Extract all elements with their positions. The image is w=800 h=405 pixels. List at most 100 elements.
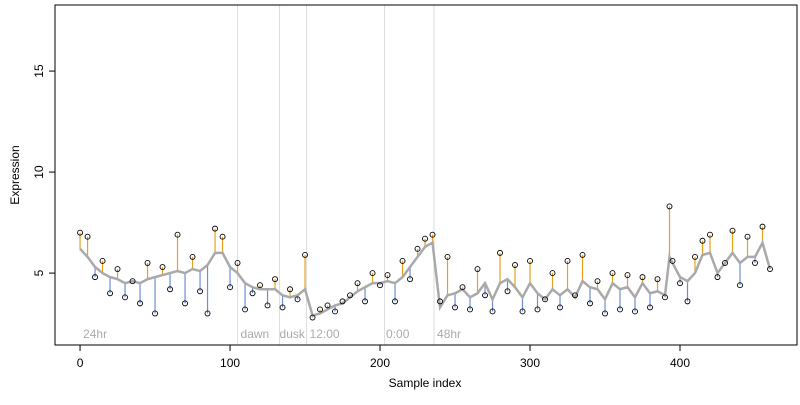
point [639, 274, 646, 281]
point [347, 292, 353, 299]
point [272, 276, 278, 283]
point [722, 260, 728, 266]
point [129, 278, 136, 285]
point [759, 223, 766, 230]
point [744, 233, 751, 240]
point [512, 262, 518, 268]
point [242, 306, 248, 313]
point [497, 249, 503, 256]
point [714, 274, 721, 281]
x-tick-label: 400 [670, 356, 690, 370]
point [579, 251, 586, 258]
point [137, 300, 143, 307]
point [752, 260, 758, 266]
point [729, 227, 736, 234]
point [699, 237, 706, 244]
x-tick-label: 100 [220, 356, 240, 370]
y-axis-label: Expression [8, 145, 22, 204]
point [77, 229, 83, 236]
point [107, 290, 113, 297]
point [264, 302, 271, 309]
point [767, 266, 773, 272]
point [557, 304, 563, 311]
point [429, 231, 436, 238]
point [377, 282, 383, 289]
point [152, 310, 158, 317]
point [609, 270, 616, 277]
point [474, 266, 481, 272]
y-tick-label: 5 [32, 269, 46, 276]
point [384, 272, 391, 279]
point [317, 306, 323, 313]
point [669, 258, 676, 264]
point [234, 260, 241, 266]
point [684, 298, 691, 305]
point [332, 308, 338, 315]
point [407, 276, 413, 283]
annotation: 48hr [437, 327, 461, 341]
point [666, 203, 673, 210]
plot-frame [54, 4, 798, 346]
point [399, 258, 406, 264]
point [587, 300, 593, 307]
point [444, 253, 451, 260]
point [564, 258, 571, 264]
point [212, 225, 218, 232]
point [467, 306, 473, 313]
point [489, 308, 496, 315]
annotation: dawn [241, 327, 270, 341]
point [339, 298, 346, 305]
point [122, 294, 128, 301]
point [572, 292, 578, 299]
point [459, 284, 466, 291]
point [452, 304, 458, 311]
point [182, 300, 188, 307]
point [527, 258, 533, 264]
point [174, 231, 181, 238]
point [392, 298, 398, 305]
point [624, 272, 631, 279]
point [542, 296, 548, 303]
point [504, 288, 511, 295]
point [422, 235, 428, 242]
point [414, 245, 421, 252]
point [302, 251, 308, 258]
point [362, 298, 368, 305]
annotation: 0:00 [386, 327, 410, 341]
point [144, 260, 151, 266]
point [287, 286, 293, 293]
point [617, 306, 623, 313]
x-tick-label: 0 [77, 356, 84, 370]
point [84, 233, 91, 240]
point [92, 274, 98, 281]
point [707, 231, 713, 238]
x-tick-label: 200 [370, 356, 390, 370]
point [99, 258, 106, 264]
y-tick-label: 15 [32, 64, 46, 78]
point [737, 282, 743, 289]
point [189, 253, 196, 260]
point [324, 302, 331, 309]
point [369, 270, 376, 277]
point [159, 264, 166, 270]
point [654, 276, 661, 283]
x-tick-label: 300 [520, 356, 540, 370]
x-axis-label: Sample index [389, 376, 462, 390]
point [692, 253, 698, 260]
point [662, 294, 668, 301]
point [602, 310, 608, 317]
y-tick-label: 10 [32, 165, 46, 179]
point [294, 296, 301, 303]
point [482, 292, 488, 299]
point [197, 288, 203, 295]
point [519, 308, 526, 315]
point [167, 286, 173, 293]
point [219, 233, 226, 240]
point [249, 290, 256, 297]
point [279, 304, 286, 311]
fit-line [79, 239, 772, 318]
point [257, 282, 263, 289]
annotation: 12:00 [310, 327, 340, 341]
point [549, 270, 556, 277]
point [677, 280, 683, 287]
